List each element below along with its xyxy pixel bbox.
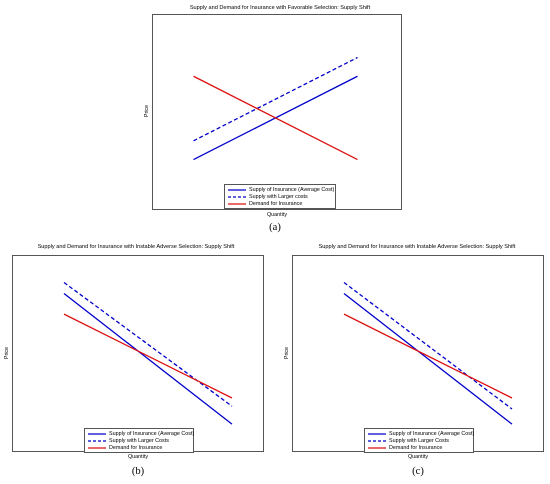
legend-label: Supply of Insurance (Average Cost) — [389, 430, 475, 437]
series-line-supply-with-larger-costs — [63, 281, 233, 407]
legend: Supply of Insurance (Average Cost) Suppl… — [84, 428, 194, 453]
chart-svg — [63, 281, 233, 425]
legend-label: Supply with Larger Costs — [109, 437, 169, 444]
subfigure-label: (c) — [412, 466, 424, 477]
chart-title: Supply and Demand for Insurance with Fav… — [189, 5, 371, 11]
plot-area — [292, 255, 544, 452]
series-line-supply-of-insurance-average-cost — [343, 292, 513, 425]
series-line-demand-for-insurance — [63, 313, 233, 399]
series-line-supply-with-larger-costs — [343, 281, 513, 410]
plot-area — [152, 14, 402, 210]
chart-title: Supply and Demand for Insurance with Ins… — [318, 244, 516, 250]
legend-entry: Supply of Insurance (Average Cost) — [368, 430, 474, 437]
legend-swatch — [88, 432, 106, 435]
legend-entry: Supply of Insurance (Average Cost) — [228, 186, 335, 193]
plot-area — [12, 255, 264, 452]
chart-title: Supply and Demand for Insurance with Ins… — [37, 244, 235, 250]
series-line-supply-of-insurance-average-cost — [63, 292, 233, 425]
chart-svg — [343, 281, 513, 425]
y-axis-label: Price — [284, 346, 290, 360]
legend-entry: Supply with Larger costs — [228, 193, 332, 200]
legend-swatch — [368, 432, 386, 435]
legend-entry: Demand for Insurance — [228, 200, 332, 207]
legend-label: Demand for Insurance — [249, 200, 303, 207]
legend-entry: Supply of Insurance (Average Cost) — [88, 430, 194, 437]
legend-swatch — [228, 188, 246, 191]
legend-entry: Demand for Insurance — [368, 444, 470, 451]
legend-swatch — [88, 446, 106, 449]
legend-entry: Demand for Insurance — [88, 444, 190, 451]
legend-label: Supply with Larger Costs — [389, 437, 449, 444]
series-line-demand-for-insurance — [343, 313, 513, 399]
series-line-demand-for-insurance — [193, 75, 358, 161]
y-axis-label: Price — [144, 104, 150, 118]
x-axis-label: Quantity — [407, 454, 429, 460]
legend: Supply of Insurance (Average Cost) Suppl… — [224, 184, 336, 209]
legend-entry: Supply with Larger Costs — [88, 437, 190, 444]
legend-label: Demand for Insurance — [109, 444, 163, 451]
legend-swatch — [228, 202, 246, 205]
legend-label: Supply with Larger costs — [249, 193, 308, 200]
y-axis-label: Price — [4, 346, 10, 360]
subfigure-label: (a) — [269, 222, 281, 233]
chart-svg — [193, 56, 358, 161]
legend-label: Demand for Insurance — [389, 444, 443, 451]
x-axis-label: Quantity — [127, 454, 149, 460]
legend-label: Supply of Insurance (Average Cost) — [249, 186, 335, 193]
x-axis-label: Quantity — [266, 212, 288, 218]
legend-swatch — [228, 195, 246, 198]
legend-label: Supply of Insurance (Average Cost) — [109, 430, 195, 437]
legend-swatch — [368, 446, 386, 449]
legend-swatch — [88, 439, 106, 442]
legend-entry: Supply with Larger Costs — [368, 437, 470, 444]
subfigure-label: (b) — [131, 466, 145, 477]
legend: Supply of Insurance (Average Cost) Suppl… — [364, 428, 474, 453]
legend-swatch — [368, 439, 386, 442]
series-line-supply-with-larger-costs — [193, 56, 358, 142]
